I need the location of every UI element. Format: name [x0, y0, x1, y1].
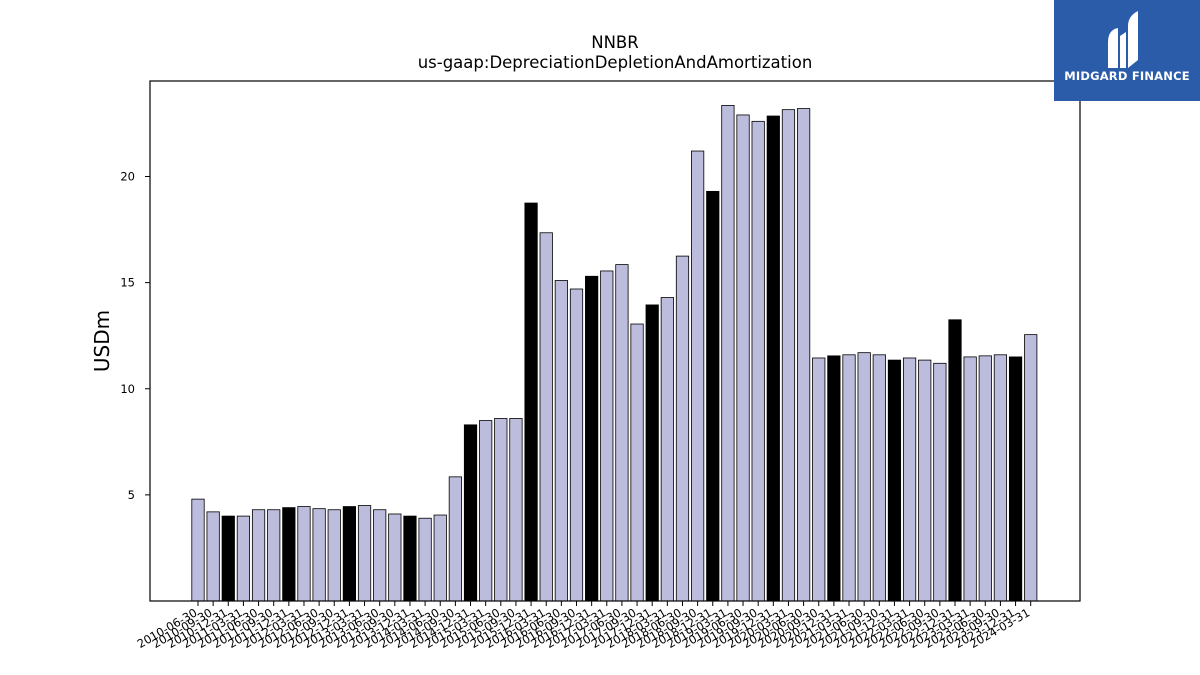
- bar-2013-03-31: [357, 505, 372, 602]
- chart-title: NNBR: [591, 33, 638, 52]
- bars-group: [191, 105, 1038, 602]
- bar-2015-03-31: [479, 420, 493, 602]
- bar-2015-09-30: [509, 418, 523, 602]
- bar-2022-12-31: [948, 319, 962, 602]
- bar-2022-03-31: [902, 357, 917, 602]
- bar-2012-03-31: [297, 506, 311, 602]
- bar-2021-06-30: [857, 352, 871, 602]
- chart-subtitle: us-gaap:DepreciationDepletionAndAmortiza…: [418, 53, 813, 72]
- y-tick-label: 15: [120, 276, 135, 290]
- bar-2011-03-31: [236, 515, 251, 602]
- bar-2020-12-31: [827, 355, 841, 602]
- bar-2023-12-31: [1008, 356, 1023, 602]
- y-tick-label: 5: [128, 488, 135, 502]
- bar-2022-09-30: [933, 362, 947, 602]
- bar-2015-12-31: [524, 202, 538, 602]
- x-ticks-group: 2010-06-302010-09-302010-12-312011-03-31…: [135, 601, 1032, 651]
- bar-2024-03-31: [1024, 334, 1038, 602]
- bar-2015-06-30: [494, 418, 508, 602]
- bar-2019-06-30: [736, 114, 750, 602]
- plot-frame: [149, 80, 1081, 602]
- bar-2012-06-30: [312, 508, 326, 602]
- bar-2017-12-31: [645, 304, 659, 602]
- bar-2013-12-31: [403, 515, 417, 602]
- bar-2016-03-31: [539, 232, 553, 602]
- bar-2014-12-31: [463, 424, 478, 602]
- bar-2016-06-30: [554, 280, 568, 602]
- bar-2020-09-30: [812, 357, 826, 602]
- bar-2021-12-31: [887, 359, 902, 602]
- bar-2018-09-30: [691, 150, 705, 602]
- bar-2010-06-30: [191, 498, 205, 602]
- bar-2013-09-30: [388, 513, 402, 602]
- bar-2021-09-30: [872, 354, 886, 602]
- bar-2019-09-30: [751, 120, 765, 602]
- bar-2012-09-30: [327, 509, 341, 602]
- bar-2023-06-30: [978, 355, 992, 602]
- y-axis-label: USDm: [90, 310, 114, 372]
- y-ticks-group: 5 10 15 20: [120, 170, 150, 502]
- y-tick-label: 10: [120, 382, 135, 396]
- bar-2021-03-31: [842, 354, 856, 602]
- bar-2018-06-30: [675, 255, 690, 602]
- bar-2022-06-30: [918, 359, 932, 602]
- bar-2012-12-31: [342, 506, 357, 602]
- bar-2020-06-30: [797, 108, 811, 602]
- bar-2014-06-30: [433, 514, 447, 602]
- bar-2017-03-31: [600, 270, 614, 602]
- midgard-finance-logo: MIDGARD FINANCE: [1054, 0, 1200, 101]
- midgard-logo-icon: [1108, 11, 1138, 68]
- bar-2010-09-30: [206, 511, 220, 602]
- bar-2017-06-30: [615, 264, 629, 602]
- y-tick-label: 20: [120, 170, 135, 184]
- bar-2011-09-30: [267, 509, 281, 602]
- logo-text: MIDGARD FINANCE: [1064, 69, 1190, 83]
- bar-2018-03-31: [660, 297, 674, 602]
- bar-2018-12-31: [706, 190, 720, 602]
- bar-2019-12-31: [766, 115, 780, 602]
- bar-2014-03-31: [418, 517, 432, 602]
- bar-2017-09-30: [630, 323, 644, 602]
- bar-2019-03-31: [721, 105, 735, 602]
- bar-2010-12-31: [221, 515, 235, 602]
- bar-2013-06-30: [373, 509, 387, 602]
- bar-2011-06-30: [251, 509, 266, 602]
- bar-2023-03-31: [963, 356, 977, 602]
- bar-2020-03-31: [781, 109, 796, 602]
- bar-2011-12-31: [282, 507, 296, 602]
- bar-2016-12-31: [585, 275, 599, 602]
- bar-2016-09-30: [569, 288, 584, 602]
- bar-2023-09-30: [993, 354, 1008, 602]
- bar-2014-09-30: [448, 476, 462, 602]
